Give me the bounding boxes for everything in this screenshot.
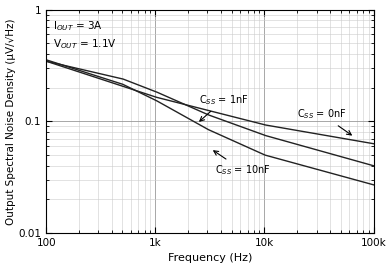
Text: C$_{SS}$ = 0nF: C$_{SS}$ = 0nF xyxy=(297,108,351,135)
Text: C$_{SS}$ = 10nF: C$_{SS}$ = 10nF xyxy=(214,151,270,177)
Text: C$_{SS}$ = 1nF: C$_{SS}$ = 1nF xyxy=(199,93,249,121)
X-axis label: Frequency (Hz): Frequency (Hz) xyxy=(168,253,252,263)
Text: I$_{OUT}$ = 3A
V$_{OUT}$ = 1.1V: I$_{OUT}$ = 3A V$_{OUT}$ = 1.1V xyxy=(53,19,116,51)
Y-axis label: Output Spectral Noise Density (μV/√Hz): Output Spectral Noise Density (μV/√Hz) xyxy=(5,18,16,225)
